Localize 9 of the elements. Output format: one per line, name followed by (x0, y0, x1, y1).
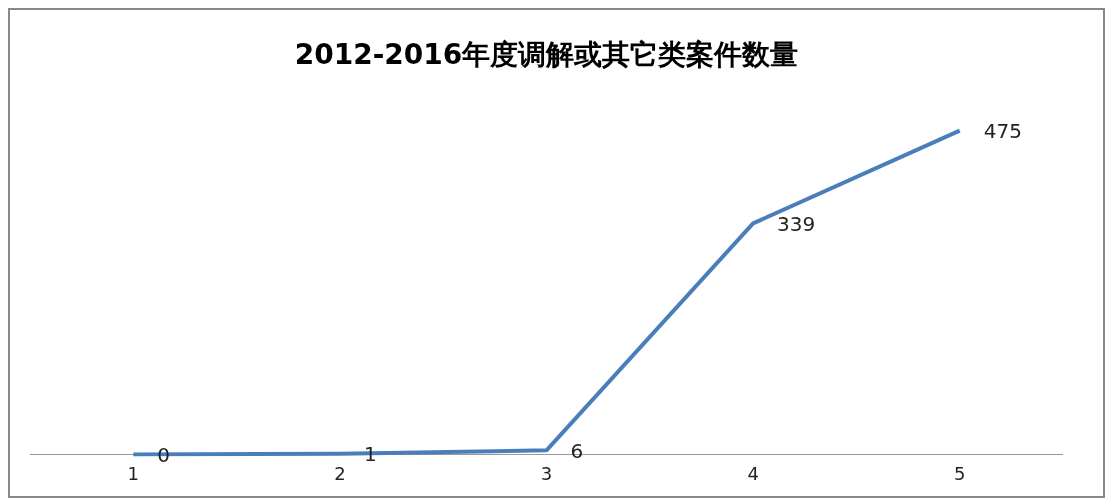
chart-title: 2012-2016年度调解或其它类案件数量 (294, 38, 799, 72)
x-tick-label: 1 (127, 462, 140, 484)
x-tick-label: 5 (953, 462, 966, 484)
x-tick-label: 4 (747, 462, 759, 484)
data-label: 6 (570, 438, 584, 463)
data-label: 475 (983, 118, 1022, 143)
data-label: 339 (777, 211, 816, 236)
x-tick-label: 3 (540, 462, 553, 484)
x-tick-label: 2 (334, 462, 346, 484)
